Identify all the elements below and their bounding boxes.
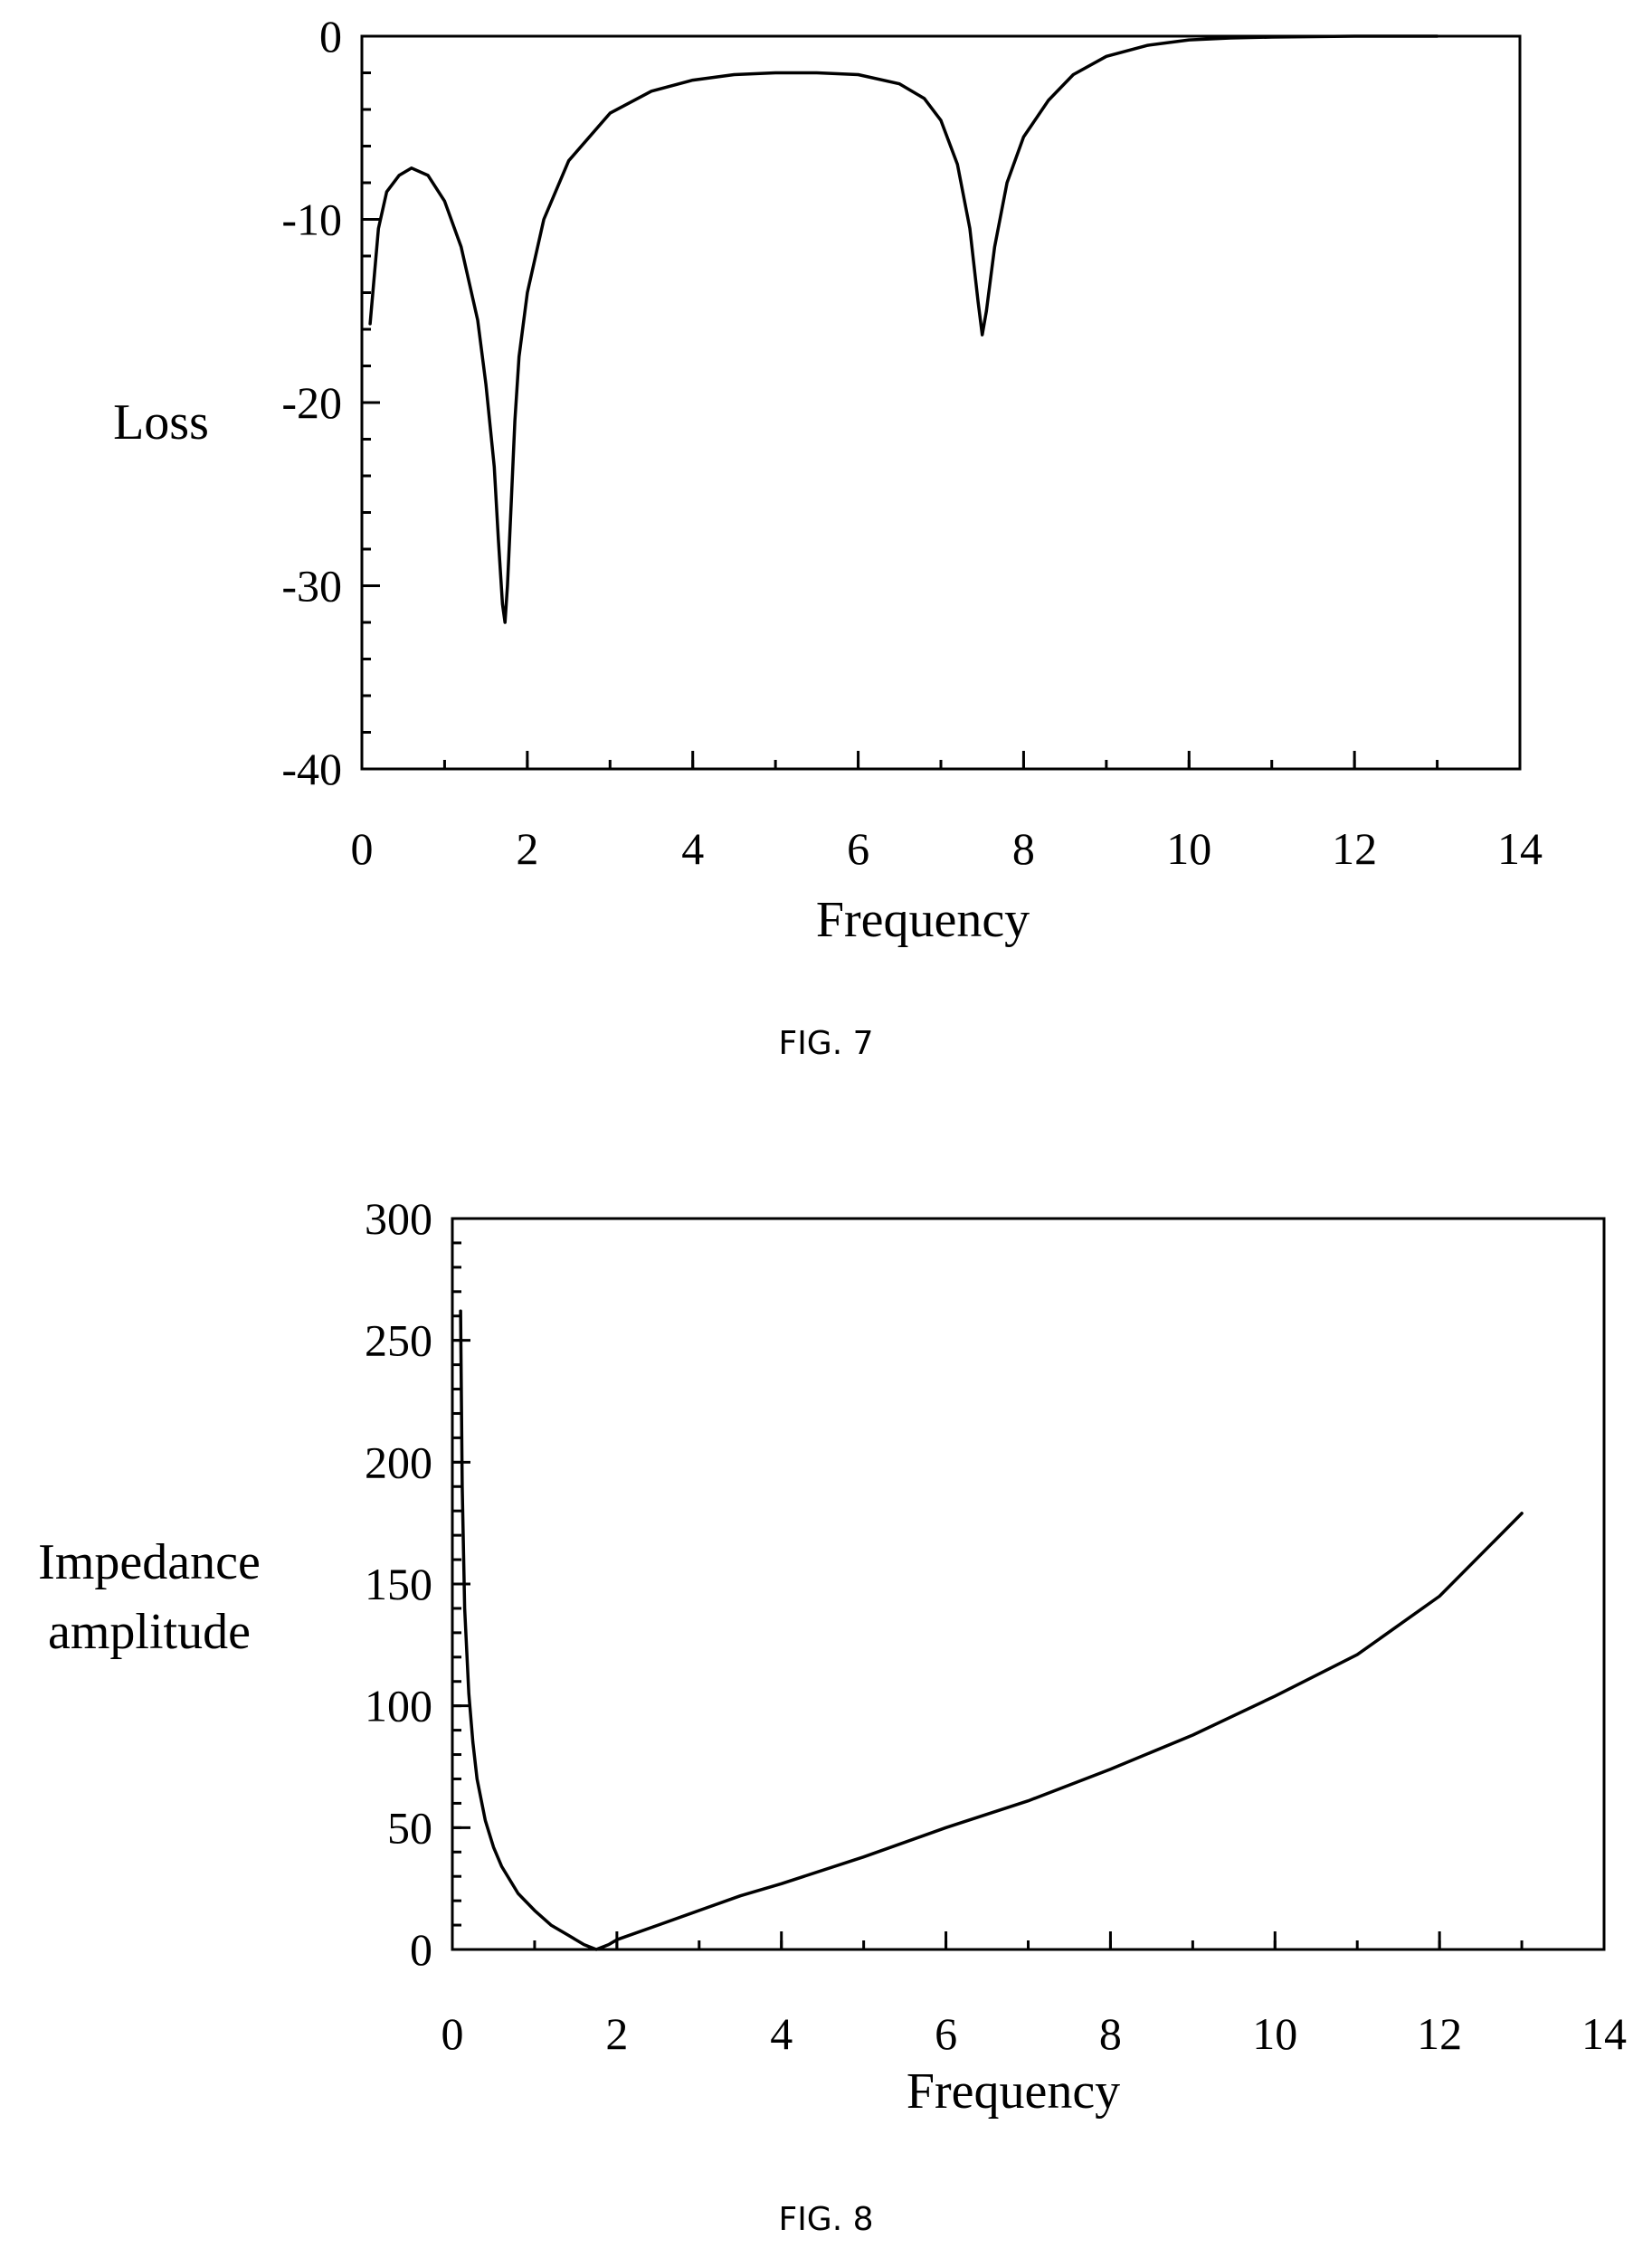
y-tick-label: 150	[365, 1559, 432, 1609]
x-tick-label: 12	[1332, 823, 1377, 874]
figure-caption-7: FIG. 7	[778, 1025, 873, 1062]
major-ticks-loss	[360, 34, 1522, 771]
x-tick-label: 0	[351, 823, 374, 874]
x-tick-label: 6	[935, 2008, 957, 2059]
x-tick-label: 10	[1166, 823, 1211, 874]
x-tick-label: 8	[1012, 823, 1035, 874]
y-axis-title-impedance-line2: amplitude	[48, 1604, 251, 1660]
y-tick-label: 200	[365, 1437, 432, 1487]
figure-caption-8: FIG. 8	[778, 2201, 873, 2238]
x-tick-label: 10	[1252, 2008, 1297, 2059]
x-tick-label: 12	[1417, 2008, 1462, 2059]
impedance-curve	[459, 1309, 1524, 1951]
y-tick-label: -40	[281, 744, 342, 794]
y-tick-label: -10	[281, 194, 342, 245]
x-tick-label: 6	[847, 823, 869, 874]
x-tick-label: 14	[1497, 823, 1543, 874]
plot-frame-impedance	[451, 1217, 1606, 1951]
tick-labels-loss: 0 2 4 6 8 10 12 14 0 -10 -20 -30 -40	[281, 11, 1543, 874]
y-tick-label: -30	[281, 561, 342, 612]
x-axis-title-impedance: Frequency	[907, 2063, 1120, 2120]
minor-ticks-impedance	[451, 1217, 1606, 1951]
y-tick-label: 0	[319, 11, 342, 62]
y-tick-label: 100	[365, 1681, 432, 1731]
y-tick-label: -20	[281, 377, 342, 428]
x-tick-label: 14	[1581, 2008, 1627, 2059]
y-axis-title-impedance-line1: Impedance	[38, 1534, 261, 1590]
y-axis-title-loss: Loss	[113, 394, 209, 451]
x-tick-label: 4	[681, 823, 704, 874]
loss-curve	[368, 34, 1439, 624]
y-tick-label: 50	[387, 1802, 432, 1853]
x-tick-label: 8	[1099, 2008, 1122, 2059]
x-tick-label: 4	[770, 2008, 793, 2059]
major-ticks-impedance	[451, 1217, 1606, 1951]
y-tick-label: 250	[365, 1315, 432, 1366]
y-tick-label: 300	[365, 1193, 432, 1244]
x-tick-label: 2	[605, 2008, 628, 2059]
plot-frame-loss	[360, 34, 1522, 771]
x-tick-label: 0	[441, 2008, 464, 2059]
minor-ticks-loss	[360, 34, 1522, 771]
y-tick-label: 0	[410, 1924, 432, 1975]
chart-loss: 0 2 4 6 8 10 12 140-10-20-30-40 Frequency Loss …	[113, 11, 1543, 1062]
x-axis-title-loss: Frequency	[816, 892, 1030, 948]
tick-labels-impedance: 0 2 4 6 8 10 12 14 0 50 100 150 200 250 300	[365, 1193, 1627, 2059]
x-tick-label: 2	[516, 823, 538, 874]
